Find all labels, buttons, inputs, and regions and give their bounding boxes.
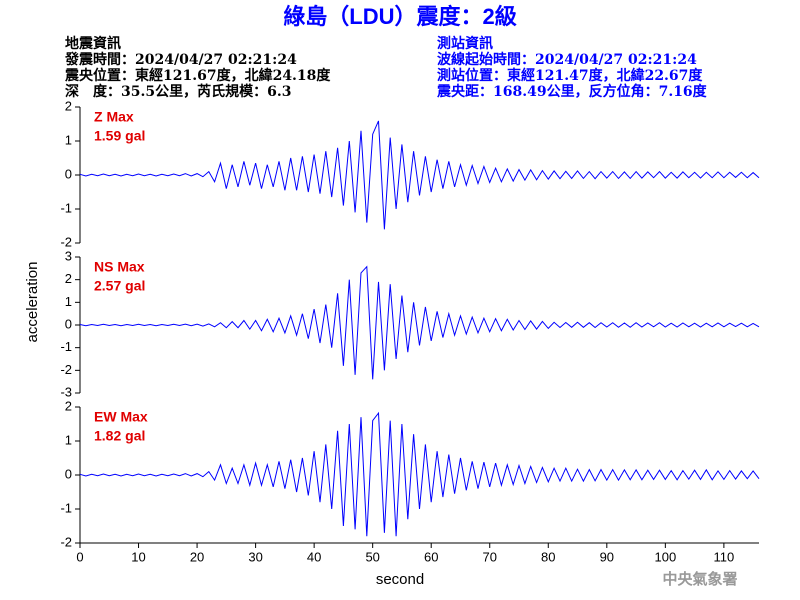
x-tick-label: 100 — [654, 549, 676, 564]
info-right: 測站位置：東經121.47度，北緯22.67度 — [437, 67, 703, 84]
waveform — [79, 411, 760, 537]
y-tick-label: -3 — [60, 384, 72, 399]
y-tick-label: 2 — [65, 98, 72, 113]
x-tick-label: 40 — [307, 549, 321, 564]
chart-title: 綠島（LDU）震度：2級 — [283, 4, 516, 29]
y-tick-label: 2 — [65, 398, 72, 413]
x-tick-label: 20 — [190, 549, 204, 564]
y-tick-label: 0 — [65, 466, 72, 481]
y-tick-label: -2 — [60, 534, 72, 549]
y-tick-label: 1 — [65, 432, 72, 447]
y-tick-label: -2 — [60, 362, 72, 377]
x-tick-label: 10 — [131, 549, 145, 564]
panel-max: 1.82 gal — [94, 428, 145, 444]
panel-max: 2.57 gal — [94, 278, 145, 294]
y-tick-label: -1 — [60, 200, 72, 215]
y-tick-label: 2 — [65, 271, 72, 286]
y-tick-label: -2 — [60, 234, 72, 249]
x-tick-label: 90 — [600, 549, 614, 564]
info-left: 深 度：35.5公里，芮氏規模：6.3 — [65, 83, 291, 100]
y-tick-label: 1 — [65, 132, 72, 147]
x-tick-label: 50 — [365, 549, 379, 564]
y-tick-label: 0 — [65, 316, 72, 331]
info-left: 發震時間：2024/04/27 02:21:24 — [64, 51, 297, 68]
panel-name: Z Max — [94, 109, 134, 125]
y-tick-label: 1 — [65, 294, 72, 309]
x-tick-label: 60 — [424, 549, 438, 564]
y-tick-label: -1 — [60, 339, 72, 354]
x-tick-label: 110 — [714, 549, 735, 564]
credit: 中央氣象署 — [662, 570, 737, 588]
y-tick-label: -1 — [60, 500, 72, 515]
info-left: 地震資訊 — [65, 35, 121, 52]
panel-name: NS Max — [94, 259, 145, 275]
x-tick-label: 80 — [541, 549, 555, 564]
info-right: 波線起始時間：2024/04/27 02:21:24 — [437, 51, 697, 68]
x-axis-label: second — [376, 571, 424, 588]
waveform — [79, 120, 760, 230]
waveform — [79, 265, 760, 380]
panel-max: 1.59 gal — [94, 128, 145, 144]
y-tick-label: 0 — [65, 166, 72, 181]
info-right: 震央距：168.49公里，反方位角：7.16度 — [436, 83, 708, 100]
y-axis-label: acceleration — [24, 262, 41, 343]
y-tick-label: 3 — [65, 248, 72, 263]
x-tick-label: 70 — [483, 549, 497, 564]
info-right: 測站資訊 — [437, 35, 493, 52]
panel-name: EW Max — [94, 409, 148, 425]
info-left: 震央位置：東經121.67度，北緯24.18度 — [64, 67, 331, 84]
x-tick-label: 0 — [76, 549, 83, 564]
x-tick-label: 30 — [248, 549, 262, 564]
